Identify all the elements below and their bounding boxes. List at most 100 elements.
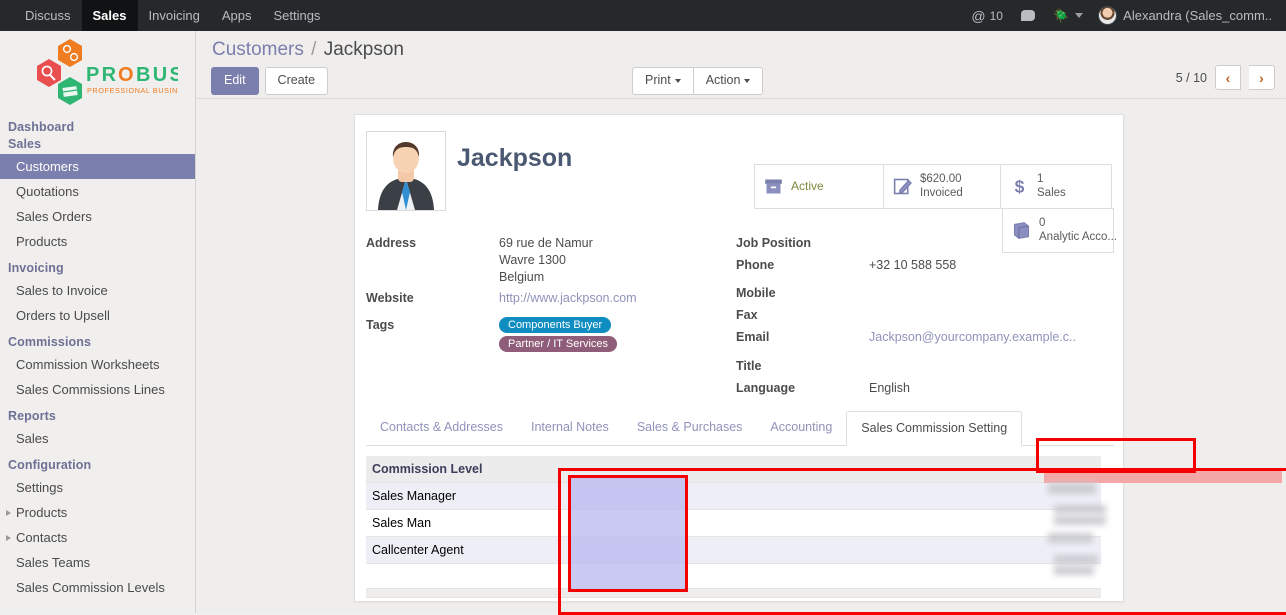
sidebar-section-dashboard[interactable]: Dashboard (8, 120, 75, 134)
stat-button-sales[interactable]: $ 1 Sales (1000, 164, 1112, 209)
sidebar-item-label: Contacts (16, 530, 68, 545)
tab-sales-purchases[interactable]: Sales & Purchases (636, 420, 743, 434)
field-value-language[interactable]: English (869, 381, 910, 395)
sidebar-item-sales-orders[interactable]: Sales Orders (16, 209, 92, 224)
column-header-commission-level[interactable]: Commission Level (366, 456, 496, 483)
field-value-phone[interactable]: +32 10 588 558 (869, 258, 957, 272)
chevron-down-icon (1075, 13, 1084, 18)
messages-button[interactable] (1012, 0, 1044, 31)
cell-level: Callcenter Agent (366, 536, 496, 564)
sidebar-item-config-products[interactable]: Products (0, 500, 195, 525)
nav-item-settings[interactable]: Settings (273, 8, 321, 23)
cell-level: Sales Manager (366, 482, 496, 510)
svg-text:BUSE: BUSE (136, 64, 178, 86)
stat-button-active[interactable]: Active (754, 164, 884, 209)
table-row-empty[interactable] (366, 563, 1101, 589)
bug-icon: 🪲 (1052, 8, 1070, 23)
breadcrumb: Customers / Jackpson (212, 39, 404, 61)
sidebar-section-sales[interactable]: Sales (8, 137, 42, 151)
breadcrumb-current: Jackpson (323, 39, 404, 60)
field-value-address[interactable]: 69 rue de Namur Wavre 1300 Belgium (499, 233, 593, 284)
debug-menu[interactable]: 🪲 (1044, 0, 1092, 31)
stat-active-label: Active (791, 179, 824, 194)
cell-c2 (496, 482, 851, 510)
record-header: Jackpson Active $620.00 (355, 115, 1123, 253)
sidebar-section-commissions[interactable]: Commissions (8, 335, 92, 349)
sidebar-item-sales-teams[interactable]: Sales Teams (16, 555, 91, 570)
tab-contacts-addresses[interactable]: Contacts & Addresses (380, 420, 503, 434)
column-header-2[interactable] (496, 456, 851, 483)
cell-c3 (851, 509, 1101, 537)
field-language: Language English (736, 378, 1116, 400)
svg-text:O: O (118, 64, 136, 86)
tag-partner-it-services[interactable]: Partner / IT Services (499, 336, 618, 352)
action-dropdown[interactable]: Action (692, 67, 764, 95)
breadcrumb-separator: / (311, 39, 317, 60)
commission-table-body: Sales Manager Sales Man Callcenter Agent (366, 482, 1101, 589)
edit-button[interactable]: Edit (211, 67, 259, 95)
nav-item-sales[interactable]: Sales (81, 0, 138, 31)
record-title: Jackpson (457, 144, 573, 172)
commission-table-head: Commission Level (366, 456, 1101, 483)
sidebar-item-sales-to-invoice[interactable]: Sales to Invoice (16, 283, 108, 298)
sidebar-section-invoicing[interactable]: Invoicing (8, 261, 64, 275)
field-fax: Fax (736, 305, 1116, 327)
cell-c2 (496, 509, 851, 537)
record-avatar[interactable] (366, 131, 446, 211)
breadcrumb-customers[interactable]: Customers (212, 39, 304, 60)
nav-item-apps[interactable]: Apps (221, 8, 252, 23)
website-link[interactable]: http://www.jackpson.com (499, 291, 637, 305)
sidebar-section-configuration[interactable]: Configuration (8, 458, 92, 472)
table-row[interactable]: Sales Manager (366, 482, 1101, 510)
top-navbar: Discuss Sales Invoicing Apps Settings @ … (0, 0, 1286, 31)
nav-item-invoicing[interactable]: Invoicing (148, 8, 200, 23)
field-group-left: Address 69 rue de Namur Wavre 1300 Belgi… (366, 233, 736, 353)
table-header-row: Commission Level (366, 456, 1101, 483)
book-icon (1013, 221, 1030, 239)
user-menu[interactable]: Alexandra (Sales_comm.. (1092, 6, 1278, 25)
sidebar-item-products[interactable]: Products (16, 234, 68, 249)
sidebar-item-settings[interactable]: Settings (16, 480, 63, 495)
field-label-job-position: Job Position (736, 236, 811, 250)
stat-buttons: Active $620.00 Invoiced $ (754, 164, 1117, 253)
stat-button-invoiced[interactable]: $620.00 Invoiced (883, 164, 1001, 209)
field-label-mobile: Mobile (736, 286, 776, 300)
create-button[interactable]: Create (264, 67, 329, 95)
stat-button-analytic-accounts[interactable]: 0 Analytic Acco... (1002, 207, 1117, 253)
mentions-counter[interactable]: @ 10 (962, 0, 1012, 31)
column-header-3[interactable] (851, 456, 1101, 483)
tag-list: Components Buyer Partner / IT Services (499, 315, 618, 353)
sidebar-item-sales-commissions-lines[interactable]: Sales Commissions Lines (16, 382, 165, 397)
tab-internal-notes[interactable]: Internal Notes (530, 420, 609, 434)
sidebar-item-quotations[interactable]: Quotations (16, 184, 79, 199)
stat-invoiced-text: $620.00 Invoiced (920, 172, 963, 201)
field-label-phone: Phone (736, 258, 775, 272)
sidebar-item-reports-sales[interactable]: Sales (16, 431, 49, 446)
tab-accounting[interactable]: Accounting (770, 420, 833, 434)
table-footer-bar (366, 589, 1101, 598)
email-link[interactable]: Jackpson@yourcompany.example.c.. (869, 330, 1076, 344)
sidebar-item-sales-commission-levels[interactable]: Sales Commission Levels (16, 580, 165, 595)
cell-level (366, 563, 496, 589)
pager-label: 5 / 10 (1175, 70, 1207, 85)
sidebar-item-config-contacts[interactable]: Contacts (0, 525, 195, 550)
sidebar-item-commission-worksheets[interactable]: Commission Worksheets (16, 357, 160, 372)
tag-components-buyer[interactable]: Components Buyer (499, 317, 612, 333)
sidebar-section-reports[interactable]: Reports (8, 409, 56, 423)
sidebar-item-label: Products (16, 505, 68, 520)
table-row[interactable]: Sales Man (366, 509, 1101, 537)
nav-item-discuss[interactable]: Discuss (25, 8, 71, 23)
sidebar-item-orders-to-upsell[interactable]: Orders to Upsell (16, 308, 110, 323)
pager-next-button[interactable]: › (1249, 65, 1275, 90)
tab-sales-commission-setting[interactable]: Sales Commission Setting (846, 411, 1023, 446)
caret-right-icon (6, 535, 11, 541)
field-tags: Tags Components Buyer Partner / IT Servi… (366, 315, 736, 353)
field-mobile: Mobile (736, 283, 1116, 305)
sidebar-item-customers[interactable]: Customers (0, 154, 195, 179)
field-website: Website http://www.jackpson.com (366, 288, 736, 310)
address-line-3: Belgium (499, 270, 545, 284)
table-row[interactable]: Callcenter Agent (366, 536, 1101, 564)
print-dropdown[interactable]: Print (632, 67, 694, 95)
cell-c2 (496, 536, 851, 564)
pager-previous-button[interactable]: ‹ (1215, 65, 1241, 90)
